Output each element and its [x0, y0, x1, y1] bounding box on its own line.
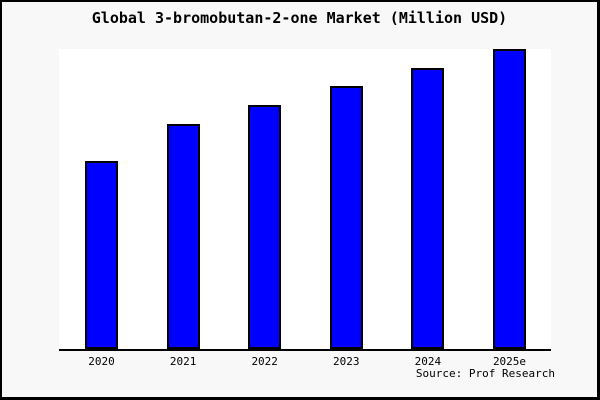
bar-2021 [166, 124, 200, 349]
source-note: Source: Prof Research [415, 367, 555, 380]
bar-2025e [493, 49, 526, 349]
x-tick-label-2025e: 2025e [492, 355, 527, 368]
bar-2023 [329, 86, 363, 349]
plot-area [59, 49, 551, 351]
x-tick-label-2021: 2021 [169, 355, 197, 368]
bar-2024 [411, 68, 445, 349]
x-tick-label-2023: 2023 [333, 355, 360, 368]
bar-2022 [248, 105, 282, 349]
x-tick-label-2024: 2024 [414, 355, 442, 368]
bar-2020 [85, 161, 118, 349]
chart-title: Global 3-bromobutan-2-one Market (Millio… [91, 9, 508, 27]
x-tick-label-2020: 2020 [88, 355, 115, 368]
x-tick-label-2022: 2022 [251, 355, 278, 368]
